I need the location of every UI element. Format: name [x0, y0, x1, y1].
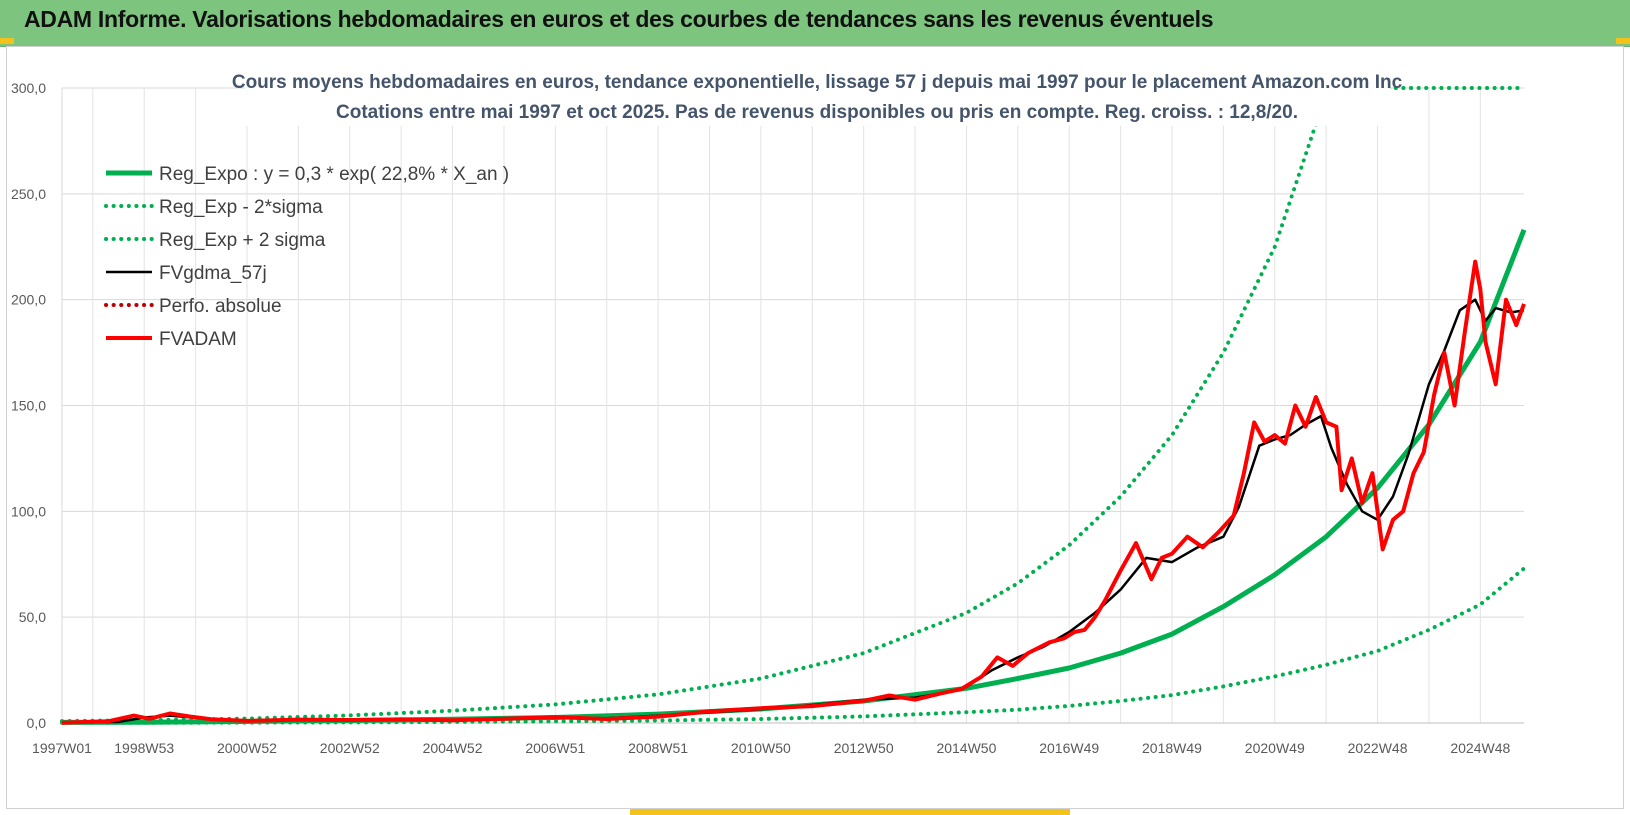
y-tick-label: 250,0 — [11, 186, 46, 202]
x-tick-label: 1997W01 — [32, 740, 92, 756]
series-line-2 — [60, 122, 1318, 724]
bottom-accent-bar — [630, 809, 1070, 815]
legend: Reg_Expo : y = 0,3 * exp( 22,8% * X_an )… — [104, 164, 509, 350]
corner-accent-top-right — [1616, 38, 1630, 44]
x-tick-label: 2000W52 — [217, 740, 277, 756]
x-tick-label: 2008W51 — [628, 740, 688, 756]
x-tick-label: 2006W51 — [525, 740, 585, 756]
series-line-1 — [60, 566, 1526, 725]
x-tick-label: 2014W50 — [936, 740, 996, 756]
series-group — [60, 86, 1527, 725]
title-banner: ADAM Informe. Valorisations hebdomadaire… — [0, 0, 1630, 47]
corner-accent-top-left — [0, 38, 14, 44]
y-tick-label: 150,0 — [11, 398, 46, 414]
gridlines — [61, 87, 1524, 724]
legend-entry-label: FVgdma_57j — [159, 263, 267, 284]
legend-entry-label: Reg_Exp - 2*sigma — [159, 197, 323, 218]
series-line-5 — [61, 259, 1526, 725]
x-tick-label: 2002W52 — [320, 740, 380, 756]
axes: 0,0 50,0 100,0 150,0 200,0 250,0 300,0 1997W01 1… — [11, 80, 1524, 756]
x-tick-label: 2010W50 — [731, 740, 791, 756]
legend-entry-label: Perfo. absolue — [159, 296, 282, 317]
chart-title-line2: Cotations entre mai 1997 et oct 2025. Pa… — [336, 102, 1298, 123]
x-tick-label: 2004W52 — [423, 740, 483, 756]
x-tick-label: 2024W48 — [1450, 740, 1510, 756]
chart-title-line1: Cours moyens hebdomadaires en euros, ten… — [232, 72, 1403, 93]
legend-entry-label: Reg_Exp + 2 sigma — [159, 230, 326, 251]
y-tick-label: 200,0 — [11, 292, 46, 308]
x-tick-label: 2018W49 — [1142, 740, 1202, 756]
legend-entry-label: FVADAM — [159, 329, 237, 350]
x-tick-label: 2020W49 — [1245, 740, 1305, 756]
x-tick-label: 1998W53 — [114, 740, 174, 756]
legend-entry-label: Reg_Expo : y = 0,3 * exp( 22,8% * X_an ) — [159, 164, 509, 185]
y-tick-label: 50,0 — [19, 609, 46, 625]
y-tick-label: 100,0 — [11, 503, 46, 519]
x-tick-label: 2012W50 — [834, 740, 894, 756]
x-tick-label: 2022W48 — [1348, 740, 1408, 756]
y-tick-label: 300,0 — [11, 80, 46, 96]
chart-frame — [6, 46, 1624, 809]
title-backdrop — [245, 64, 1390, 126]
x-tick-label: 2016W49 — [1039, 740, 1099, 756]
report-title: ADAM Informe. Valorisations hebdomadaire… — [24, 6, 1214, 32]
y-tick-label: 0,0 — [27, 715, 47, 731]
